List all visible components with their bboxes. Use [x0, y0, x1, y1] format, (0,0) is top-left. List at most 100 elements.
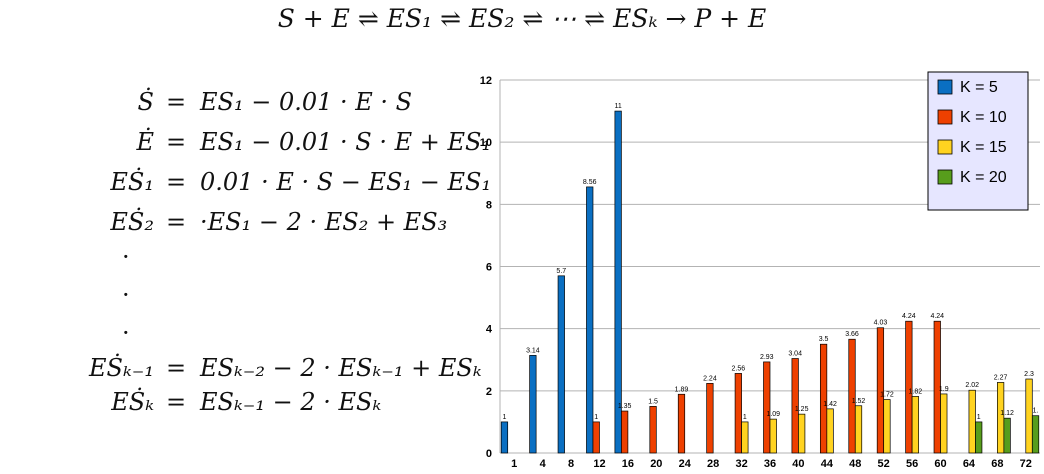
- data-label: 2.93: [760, 354, 774, 361]
- x-tick-label: 24: [679, 458, 692, 470]
- equation-rhs: ·ES₁ − 2 · ES₂ + ES₃: [200, 208, 448, 236]
- x-tick-label: 12: [593, 458, 605, 470]
- equation-rhs: ESₖ₋₁ − 2 · ESₖ: [200, 388, 382, 416]
- vertical-ellipsis-dot: ·: [122, 243, 130, 271]
- equation-equals: =: [166, 128, 187, 156]
- equation-rhs: 0.01 · E · S − ES₁ − ES₁: [200, 168, 492, 196]
- data-label: 8.56: [583, 179, 597, 186]
- bar: [614, 110, 622, 454]
- equation-lhs: Ė: [136, 128, 154, 156]
- x-tick-label: 44: [821, 458, 834, 470]
- data-label: 1.: [1033, 408, 1039, 415]
- data-label: 1.5: [648, 398, 658, 405]
- equation-lhs: EṠ₁: [110, 168, 154, 196]
- equation-row: EṠ₁ = 0.01 · E · S − ES₁ − ES₁: [4, 168, 491, 200]
- bar: [905, 320, 913, 454]
- equation-row: EṠₖ = ESₖ₋₁ − 2 · ESₖ: [4, 388, 454, 420]
- data-label: 1.12: [1000, 410, 1014, 417]
- x-tick-label: 64: [963, 458, 976, 470]
- data-label: 1.09: [766, 411, 780, 418]
- x-tick-label: 1: [511, 458, 517, 470]
- equation-lhs: EṠ₂: [110, 208, 154, 236]
- y-tick-label: 0: [486, 448, 492, 460]
- x-tick-label: 16: [622, 458, 634, 470]
- data-label: 1: [594, 414, 598, 421]
- bar: [826, 408, 834, 454]
- data-label: 1.25: [795, 406, 809, 413]
- x-tick-label: 36: [764, 458, 776, 470]
- x-tick-label: 28: [707, 458, 719, 470]
- bar: [791, 358, 799, 454]
- legend-swatch: [937, 139, 953, 155]
- data-label: 1: [743, 414, 747, 421]
- bar: [649, 406, 657, 454]
- bar: [592, 421, 600, 454]
- bar: [1031, 415, 1040, 454]
- vertical-ellipsis-dot: ·: [122, 281, 130, 309]
- y-tick-label: 8: [486, 199, 492, 211]
- data-label: 1.52: [852, 398, 866, 405]
- legend-label: K = 5: [960, 79, 998, 96]
- x-tick-label: 4: [540, 458, 547, 470]
- bar: [876, 327, 885, 454]
- data-label: 1.82: [909, 388, 923, 395]
- bar: [975, 421, 983, 454]
- data-label: 1.9: [939, 386, 949, 393]
- y-tick-label: 6: [486, 262, 492, 274]
- data-label: 4.24: [902, 313, 916, 320]
- bar: [798, 413, 806, 454]
- bar: [883, 399, 891, 454]
- bar: [968, 389, 976, 454]
- bar: [997, 382, 1005, 454]
- data-label: 4.03: [874, 320, 888, 327]
- data-label: 2.27: [994, 374, 1008, 381]
- x-tick-label: 40: [792, 458, 804, 470]
- bar: [911, 396, 919, 454]
- equation-rhs: ES₁ − 0.01 · E · S: [200, 88, 413, 116]
- data-label: 5.7: [556, 268, 566, 275]
- data-label: 4.24: [930, 313, 944, 320]
- bar: [706, 383, 714, 454]
- bar: [734, 373, 742, 454]
- equation-rhs: ES₁ − 0.01 · S · E + ES₁: [200, 128, 492, 156]
- bar: [1003, 417, 1011, 454]
- equation-lhs: Ṡ: [137, 88, 154, 116]
- bar: [500, 421, 509, 454]
- equation-equals: =: [166, 168, 187, 196]
- data-label: 3.66: [845, 331, 859, 338]
- data-label: 2.24: [703, 375, 717, 382]
- y-tick-label: 12: [480, 75, 492, 87]
- bar: [529, 355, 537, 454]
- x-tick-label: 60: [934, 458, 946, 470]
- x-tick-label: 32: [735, 458, 747, 470]
- bar: [848, 338, 856, 454]
- data-label: 3.14: [526, 347, 540, 354]
- bar: [769, 418, 777, 454]
- legend-swatch: [937, 169, 953, 185]
- y-tick-label: 10: [480, 137, 492, 149]
- equation-equals: =: [166, 354, 187, 382]
- bar: [940, 393, 948, 454]
- equation-equals: =: [166, 88, 187, 116]
- x-tick-label: 8: [568, 458, 574, 470]
- equation-row: EṠₖ₋₁ = ESₖ₋₂ − 2 · ESₖ₋₁ + ESₖ: [4, 354, 482, 386]
- bar: [933, 320, 941, 454]
- data-label: 1.35: [618, 403, 632, 410]
- equation-row: Ė = ES₁ − 0.01 · S · E + ES₁: [4, 128, 491, 160]
- bar: [557, 275, 565, 454]
- y-tick-label: 4: [486, 324, 493, 336]
- reaction-equation: S + E ⇌ ES₁ ⇌ ES₂ ⇌ ⋯ ⇌ ESₖ → P + E: [277, 4, 767, 33]
- data-label: 1.72: [880, 392, 894, 399]
- equation-rhs: ESₖ₋₂ − 2 · ESₖ₋₁ + ESₖ: [200, 354, 482, 382]
- bar: [741, 421, 749, 454]
- x-tick-label: 20: [650, 458, 662, 470]
- equation-row: Ṡ = ES₁ − 0.01 · E · S: [4, 88, 454, 120]
- data-label: 11: [615, 103, 622, 110]
- data-label: 1.42: [823, 401, 837, 408]
- data-label: 2.56: [732, 365, 746, 372]
- x-tick-label: 52: [878, 458, 890, 470]
- bar: [819, 343, 828, 454]
- equation-equals: =: [166, 388, 187, 416]
- data-label: 1: [503, 414, 507, 421]
